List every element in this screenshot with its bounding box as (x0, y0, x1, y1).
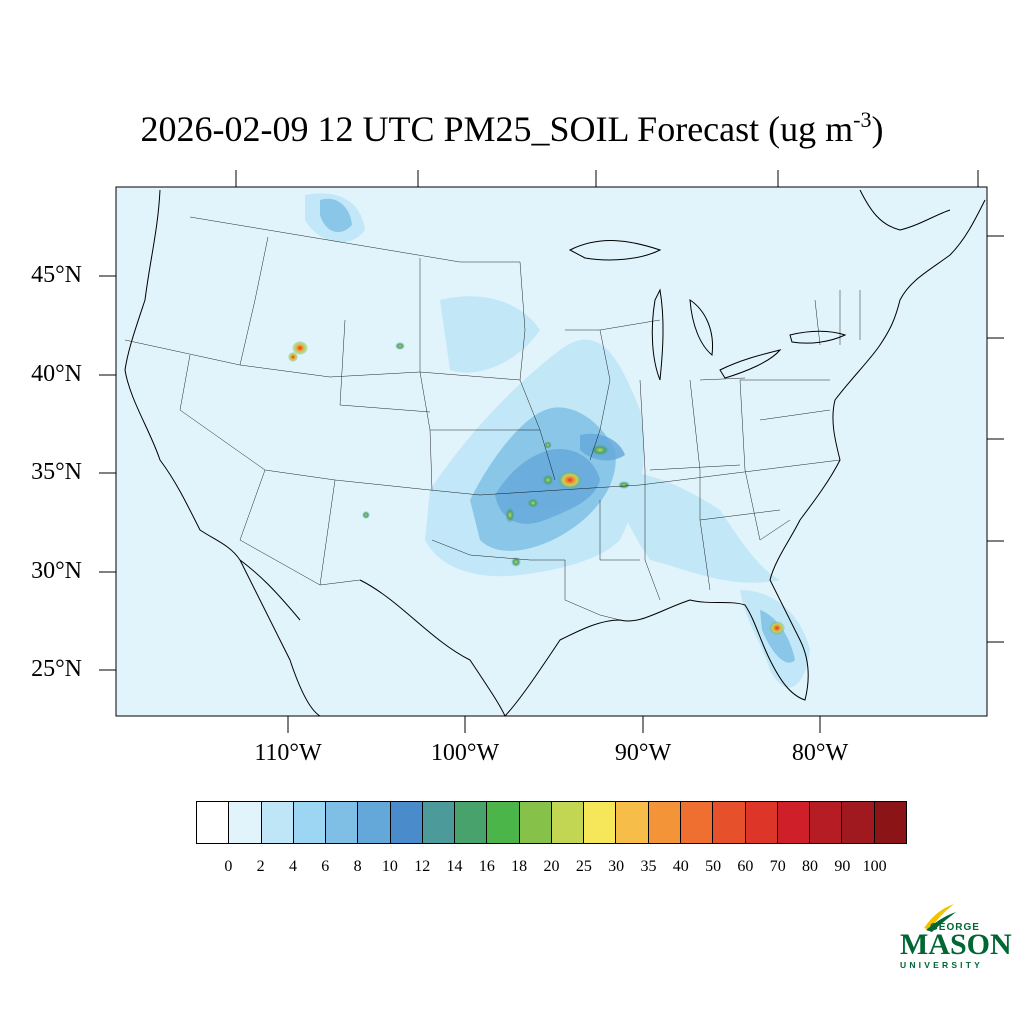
colorbar (196, 801, 907, 844)
colorbar-label: 30 (608, 858, 625, 875)
colorbar-label: 2 (256, 858, 265, 875)
colorbar-label: 12 (414, 858, 431, 875)
colorbar-label: 8 (353, 858, 362, 875)
logo-swoosh-icon (924, 904, 956, 932)
logo-mason-text: MASON (900, 928, 1012, 961)
title-close-paren: ) (871, 109, 884, 149)
colorbar-label: 25 (575, 858, 592, 875)
longitude-label-100w: 100°W (430, 740, 500, 766)
longitude-label-90w: 90°W (614, 740, 672, 766)
colorbar-swatch (390, 802, 423, 843)
colorbar-swatch (358, 802, 391, 843)
colorbar-swatch (810, 802, 843, 843)
colorbar-label: 0 (224, 858, 233, 875)
colorbar-label: 50 (705, 858, 722, 875)
colorbar-label: 18 (511, 858, 528, 875)
latitude-label-45n: 45°N (31, 262, 82, 288)
colorbar-swatch (680, 802, 714, 843)
map-frame (115, 186, 988, 717)
great-lakes (568, 240, 847, 381)
colorbar-swatch (197, 802, 230, 843)
colorbar-label: 10 (381, 858, 398, 875)
colorbar-swatch (422, 802, 456, 843)
colorbar-label: 40 (672, 858, 689, 875)
latitude-label-40n: 40°N (31, 361, 82, 387)
colorbar-label: 70 (769, 858, 786, 875)
george-mason-logo: GEORGE MASON UNIVERSITY (896, 898, 1012, 970)
colorbar-swatch (261, 802, 294, 843)
map-plot-area (116, 187, 987, 716)
longitude-ticks-bottom (287, 716, 821, 733)
colorbar-swatch (229, 802, 262, 843)
colorbar-label: 80 (802, 858, 819, 875)
title-unit-exponent: -3 (853, 107, 872, 132)
colorbar-swatch (745, 802, 778, 843)
logo-university-text: UNIVERSITY (900, 960, 984, 970)
title-main: 2026-02-09 12 UTC PM25_SOIL Forecast (ug… (140, 109, 854, 149)
colorbar-swatch (584, 802, 617, 843)
latitude-ticks-left (99, 275, 116, 671)
longitude-ticks-top (235, 170, 979, 187)
colorbar-swatch (326, 802, 359, 843)
concentration-hotspots (288, 341, 785, 635)
colorbar-label: 90 (834, 858, 851, 875)
latitude-label-25n: 25°N (31, 656, 82, 682)
colorbar-swatch (874, 802, 906, 843)
colorbar-swatch (616, 802, 649, 843)
colorbar-swatch (455, 802, 488, 843)
colorbar-label: 60 (737, 858, 754, 875)
colorbar-label: 100 (862, 858, 887, 875)
colorbar-label: 16 (478, 858, 495, 875)
colorbar-swatch (519, 802, 552, 843)
coastlines (124, 189, 986, 716)
colorbar-label: 14 (446, 858, 463, 875)
colorbar-swatch (551, 802, 585, 843)
latitude-label-30n: 30°N (31, 558, 82, 584)
latitude-ticks-right (987, 235, 1004, 643)
colorbar-label: 20 (543, 858, 560, 875)
colorbar-label: 4 (288, 858, 297, 875)
colorbar-swatch (842, 802, 875, 843)
logo-george-text: GEORGE (930, 922, 980, 933)
colorbar-label: 35 (640, 858, 657, 875)
map-title: 2026-02-09 12 UTC PM25_SOIL Forecast (ug… (0, 108, 1024, 150)
colorbar-swatch (777, 802, 811, 843)
state-boundaries (124, 216, 861, 621)
colorbar-label: 6 (321, 858, 330, 875)
colorbar-swatch (293, 802, 327, 843)
longitude-label-110w: 110°W (254, 740, 322, 766)
colorbar-swatch (487, 802, 520, 843)
colorbar-swatch (648, 802, 681, 843)
colorbar-swatch (713, 802, 746, 843)
latitude-label-35n: 35°N (31, 459, 82, 485)
longitude-label-80w: 80°W (791, 740, 849, 766)
